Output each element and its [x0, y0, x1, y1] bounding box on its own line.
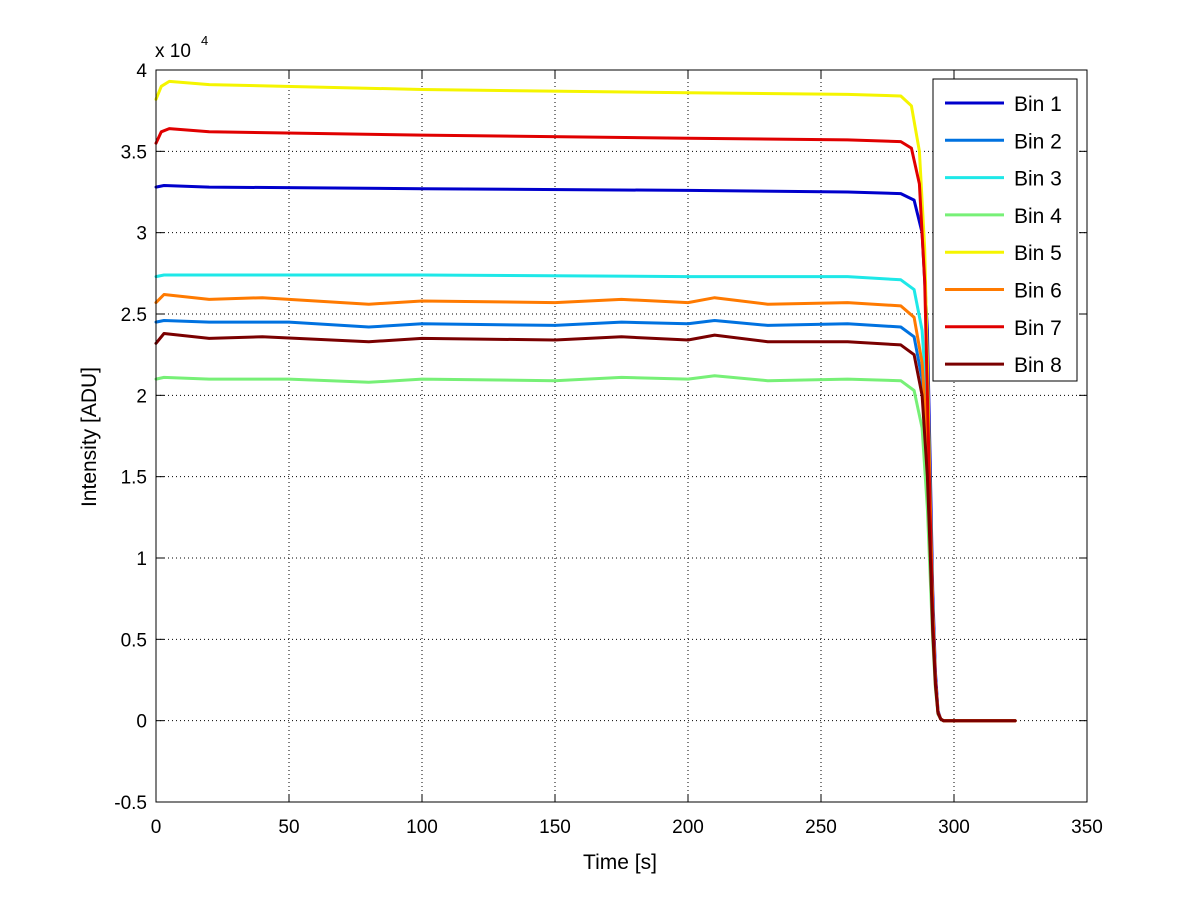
legend-entry-bin-7: Bin 7	[945, 317, 1062, 340]
series-lines	[154, 79, 1017, 723]
plot-frame	[155, 69, 1088, 803]
y-tick-label: 1.5	[121, 468, 147, 489]
y-axis-label: Intensity [ADU]	[78, 367, 101, 507]
legend-entry-bin-8: Bin 8	[945, 354, 1062, 377]
x-tick-label: 300	[938, 817, 970, 838]
y-multiplier-base: x 10	[155, 41, 191, 62]
x-tick-label: 50	[278, 817, 299, 838]
legend-entry-bin-1: Bin 1	[945, 93, 1062, 116]
y-tick-labels: -0.5 0 0.5 1 1.5 2 2.5 3 3.5 4	[114, 61, 147, 814]
legend-entries: Bin 1 Bin 2 Bin 3 Bin 4 Bin 5 Bin 6 Bin 7 Bin 8	[945, 93, 1062, 377]
plot-area	[156, 70, 1087, 802]
y-tick-label: 3	[136, 224, 147, 245]
legend-entry-bin-3: Bin 3	[945, 168, 1062, 191]
legend-label: Bin 5	[1014, 242, 1062, 265]
axis-ticks	[155, 69, 1088, 803]
x-tick-label: 200	[672, 817, 704, 838]
y-tick-label: 2.5	[121, 305, 147, 326]
legend-label: Bin 4	[1014, 205, 1062, 228]
legend-label: Bin 6	[1014, 280, 1062, 303]
x-tick-labels: 0 50 100 150 200 250 300 350	[151, 817, 1103, 838]
legend: Bin 1 Bin 2 Bin 3 Bin 4 Bin 5 Bin 6 Bin 7 Bin 8	[932, 78, 1078, 382]
legend-label: Bin 3	[1014, 168, 1062, 191]
legend-label: Bin 8	[1014, 354, 1062, 377]
y-tick-label: 0.5	[121, 630, 147, 651]
legend-label: Bin 1	[1014, 93, 1062, 116]
legend-entry-bin-2: Bin 2	[945, 130, 1062, 153]
legend-box	[932, 78, 1078, 382]
y-tick-label: 3.5	[121, 142, 147, 163]
legend-label: Bin 2	[1014, 130, 1062, 153]
legend-entry-bin-6: Bin 6	[945, 280, 1062, 303]
y-tick-label: 2	[136, 386, 147, 407]
x-tick-label: 100	[406, 817, 438, 838]
y-multiplier-exponent: 4	[201, 33, 208, 48]
series-line-bin-8	[154, 332, 1017, 723]
y-tick-label: 0	[136, 712, 147, 733]
x-tick-label: 150	[539, 817, 571, 838]
y-tick-label: 4	[136, 61, 147, 82]
y-tick-label: -0.5	[114, 793, 147, 814]
x-tick-label: 0	[151, 817, 162, 838]
legend-entry-bin-4: Bin 4	[945, 205, 1062, 228]
legend-label: Bin 7	[1014, 317, 1062, 340]
x-tick-label: 350	[1071, 817, 1103, 838]
x-tick-label: 250	[805, 817, 837, 838]
y-tick-label: 1	[136, 549, 147, 570]
legend-entry-bin-5: Bin 5	[945, 242, 1062, 265]
x-axis-label: Time [s]	[583, 851, 657, 874]
